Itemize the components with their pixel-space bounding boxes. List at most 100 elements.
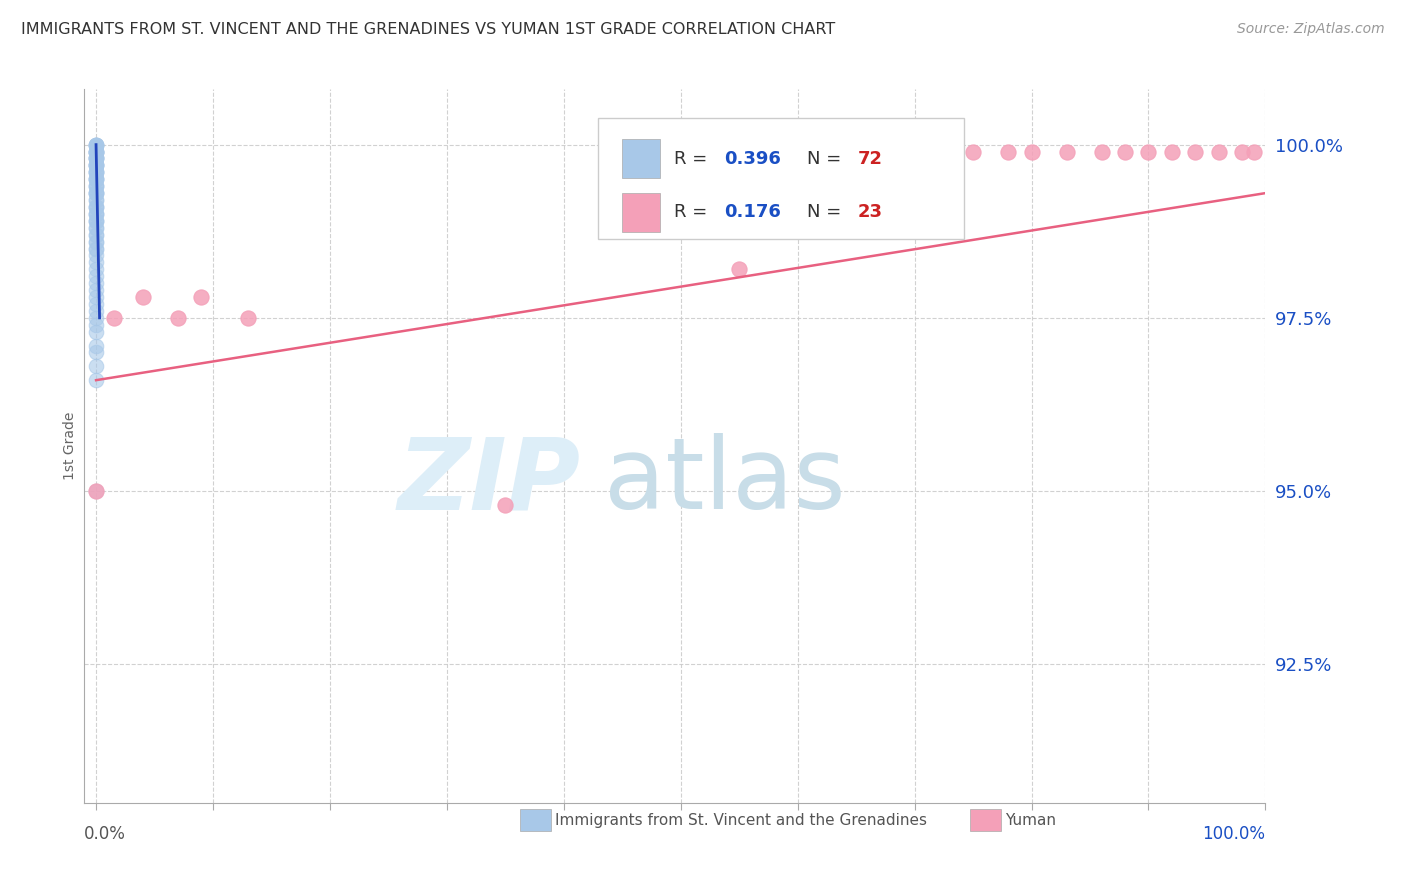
- Point: [84, 338, 107, 352]
- Point: [84, 152, 107, 166]
- Point: [84, 235, 107, 249]
- Y-axis label: 1st Grade: 1st Grade: [63, 412, 77, 480]
- Point: [236, 310, 259, 325]
- Point: [84, 165, 107, 179]
- Point: [84, 310, 107, 325]
- Point: [84, 235, 107, 249]
- Point: [84, 165, 107, 179]
- Text: N =: N =: [807, 150, 848, 168]
- Point: [84, 152, 107, 166]
- Text: N =: N =: [807, 203, 848, 221]
- Point: [1056, 145, 1078, 159]
- Point: [84, 145, 107, 159]
- Text: 23: 23: [858, 203, 883, 221]
- Point: [84, 214, 107, 228]
- Point: [84, 137, 107, 152]
- Point: [1137, 145, 1160, 159]
- Point: [84, 137, 107, 152]
- Point: [84, 242, 107, 256]
- Point: [1243, 145, 1265, 159]
- Point: [84, 186, 107, 201]
- Point: [84, 359, 107, 374]
- Point: [84, 137, 107, 152]
- Text: atlas: atlas: [605, 434, 845, 530]
- Point: [84, 220, 107, 235]
- Point: [84, 207, 107, 221]
- Point: [84, 373, 107, 387]
- Point: [494, 498, 516, 512]
- Point: [84, 165, 107, 179]
- Point: [84, 227, 107, 242]
- Point: [1021, 145, 1043, 159]
- Point: [927, 145, 949, 159]
- Text: 72: 72: [858, 150, 883, 168]
- Text: R =: R =: [673, 150, 713, 168]
- Point: [84, 145, 107, 159]
- Point: [84, 158, 107, 172]
- Point: [1091, 145, 1114, 159]
- Point: [84, 179, 107, 194]
- Point: [84, 483, 107, 498]
- Point: [84, 200, 107, 214]
- Text: R =: R =: [673, 203, 713, 221]
- Point: [84, 186, 107, 201]
- Point: [1230, 145, 1253, 159]
- Point: [84, 193, 107, 207]
- Point: [84, 483, 107, 498]
- Text: 0.176: 0.176: [724, 203, 782, 221]
- Point: [84, 214, 107, 228]
- Text: Immigrants from St. Vincent and the Grenadines: Immigrants from St. Vincent and the Gren…: [555, 814, 928, 828]
- Point: [84, 158, 107, 172]
- Point: [84, 145, 107, 159]
- Point: [810, 145, 832, 159]
- Point: [84, 304, 107, 318]
- Point: [84, 290, 107, 304]
- Point: [84, 227, 107, 242]
- Point: [1114, 145, 1136, 159]
- Point: [84, 269, 107, 284]
- Point: [1184, 145, 1206, 159]
- Point: [84, 345, 107, 359]
- Point: [167, 310, 190, 325]
- Text: Yuman: Yuman: [1005, 814, 1056, 828]
- Point: [84, 145, 107, 159]
- Point: [84, 242, 107, 256]
- Point: [84, 325, 107, 339]
- Point: [84, 152, 107, 166]
- Point: [84, 262, 107, 277]
- Point: [84, 172, 107, 186]
- Point: [84, 137, 107, 152]
- Point: [84, 158, 107, 172]
- Point: [84, 220, 107, 235]
- Point: [84, 200, 107, 214]
- Point: [84, 283, 107, 297]
- Point: [84, 276, 107, 290]
- Point: [84, 214, 107, 228]
- Point: [84, 172, 107, 186]
- Point: [84, 255, 107, 269]
- Point: [190, 290, 212, 304]
- Point: [103, 310, 125, 325]
- Text: ZIP: ZIP: [398, 434, 581, 530]
- Point: [84, 165, 107, 179]
- Point: [84, 145, 107, 159]
- Point: [84, 297, 107, 311]
- Point: [84, 158, 107, 172]
- Point: [84, 186, 107, 201]
- Point: [84, 158, 107, 172]
- Point: [728, 262, 751, 277]
- Point: [84, 172, 107, 186]
- Point: [84, 193, 107, 207]
- Bar: [621, 193, 659, 232]
- Text: 100.0%: 100.0%: [1202, 825, 1265, 843]
- Text: 0.396: 0.396: [724, 150, 782, 168]
- Point: [84, 318, 107, 332]
- Point: [84, 207, 107, 221]
- Point: [84, 186, 107, 201]
- Point: [84, 172, 107, 186]
- Point: [84, 179, 107, 194]
- Point: [84, 137, 107, 152]
- FancyBboxPatch shape: [598, 118, 965, 239]
- Text: 0.0%: 0.0%: [84, 825, 127, 843]
- Point: [84, 248, 107, 262]
